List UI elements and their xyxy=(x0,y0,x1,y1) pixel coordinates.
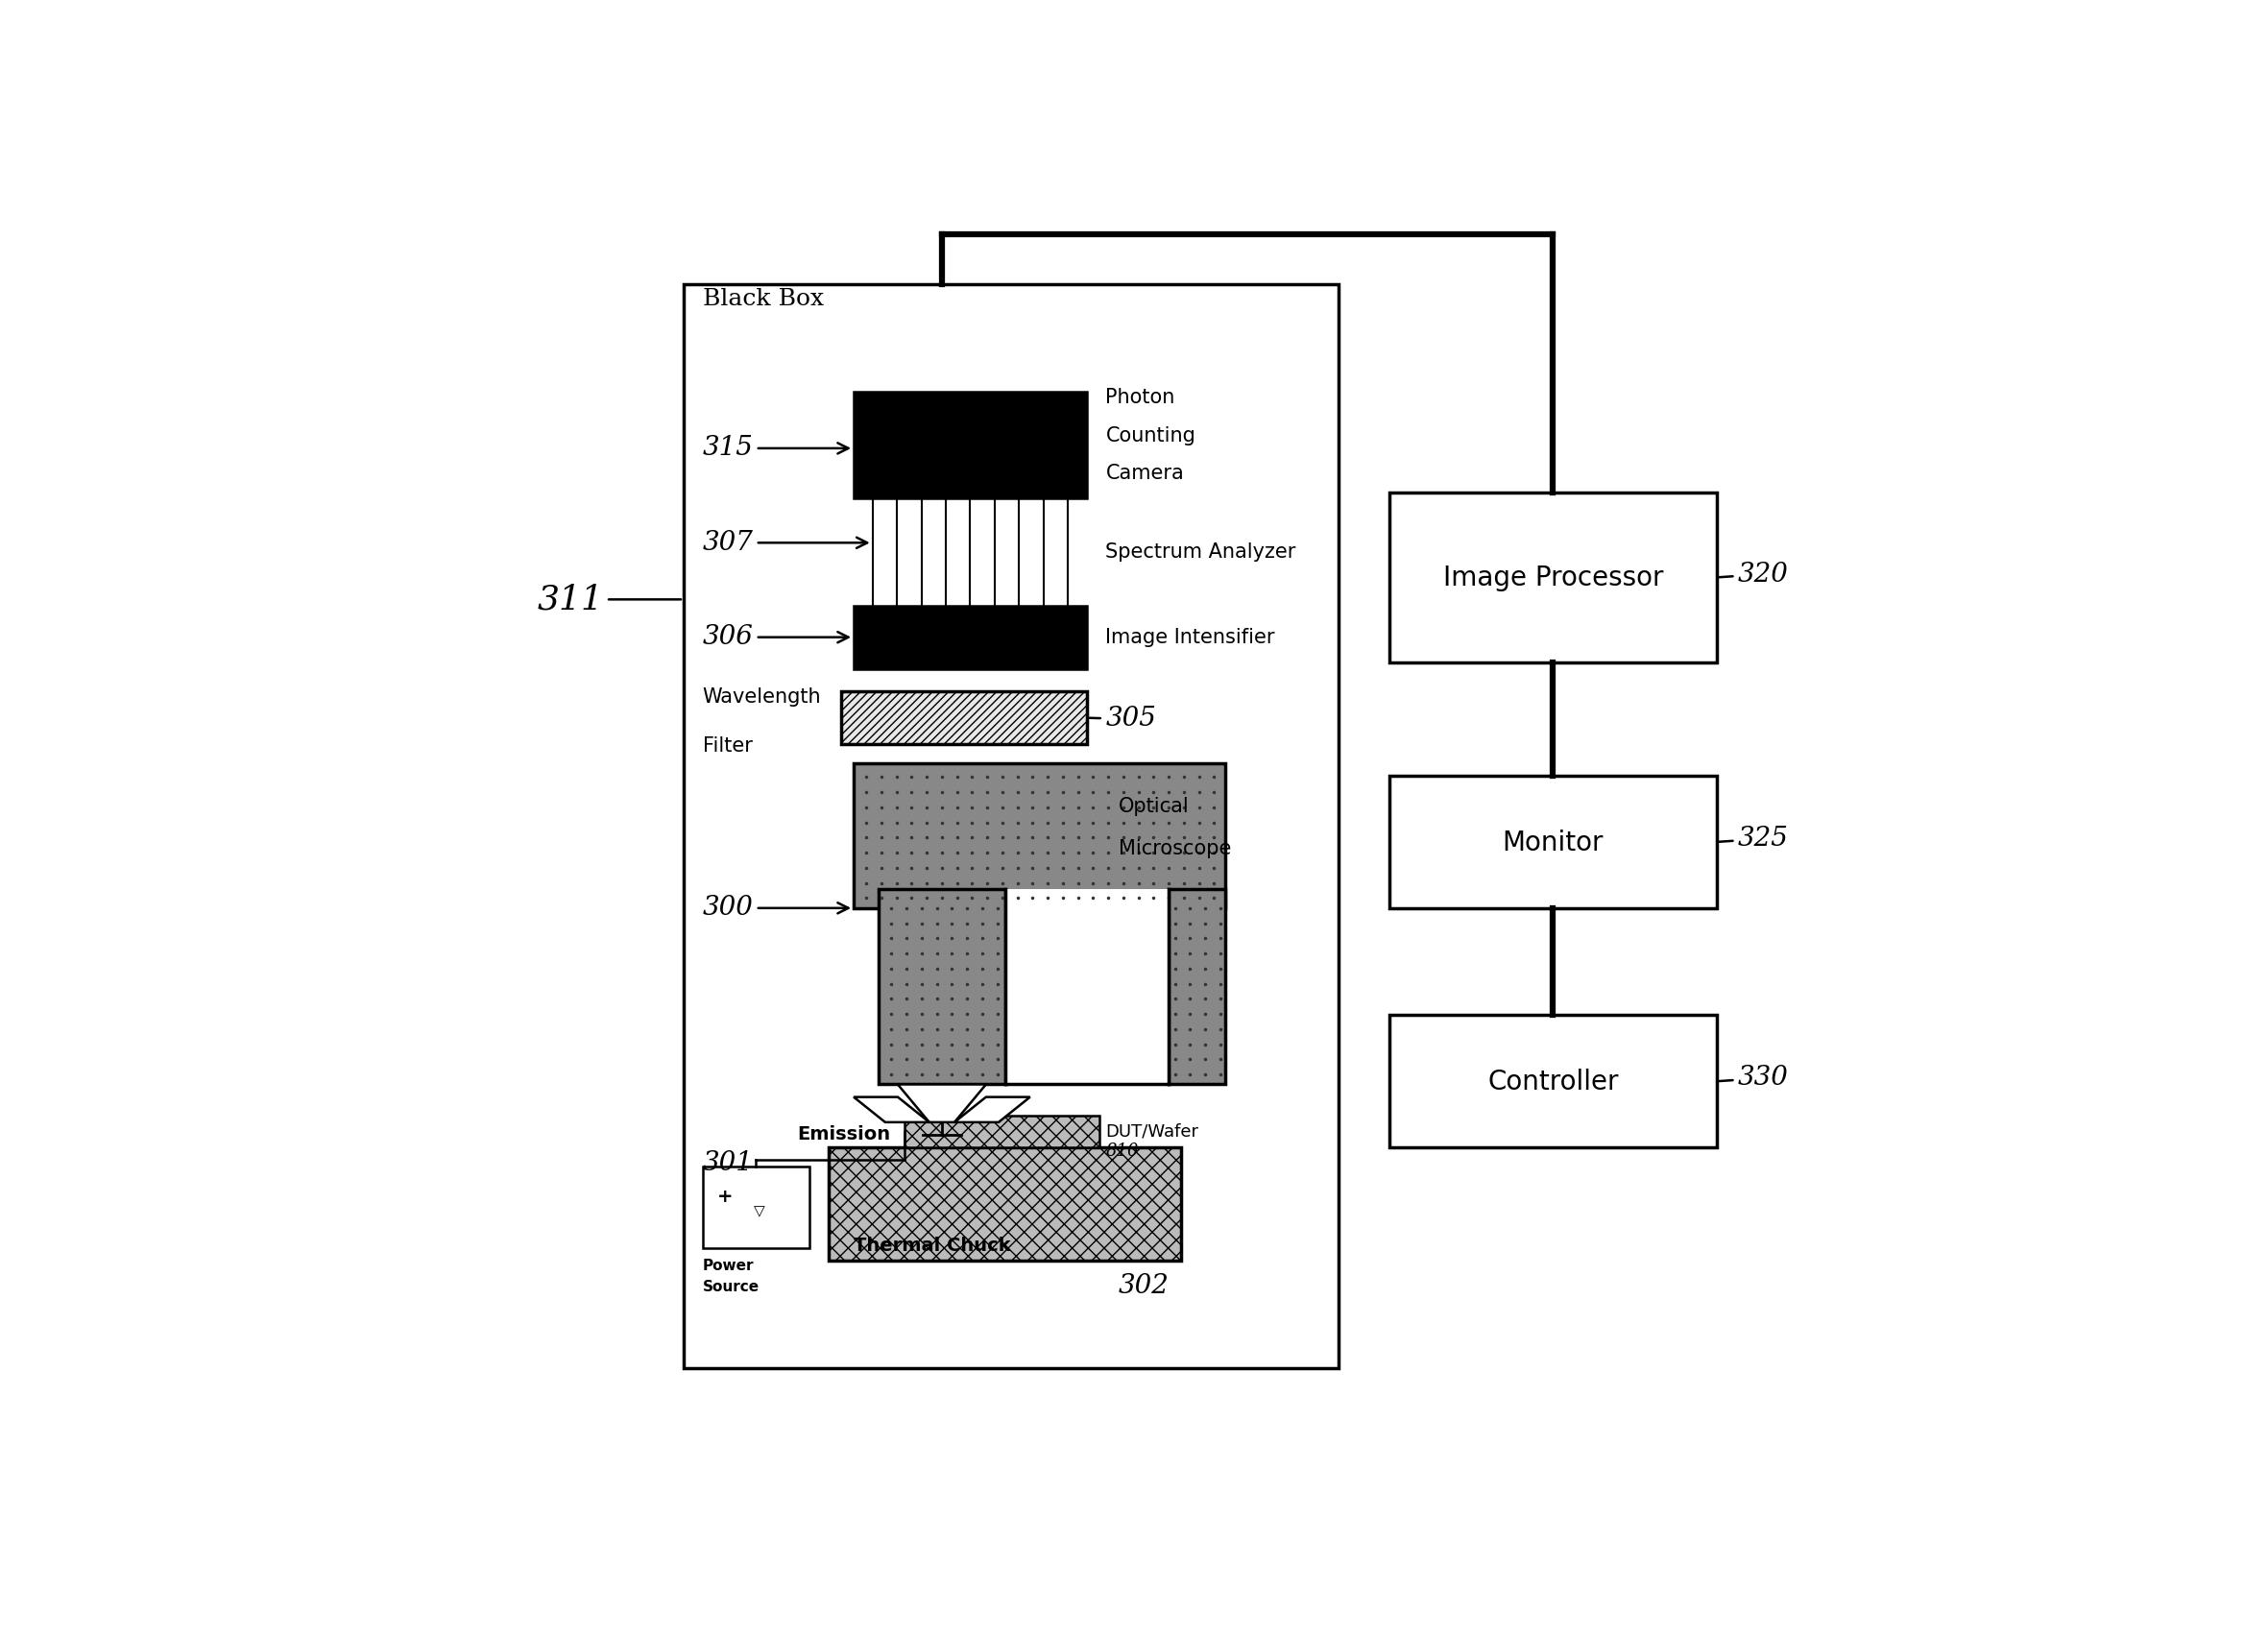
Text: Emission: Emission xyxy=(796,1126,891,1144)
Text: Microscope: Microscope xyxy=(1118,839,1232,857)
Bar xyxy=(1005,890,1168,1085)
Bar xyxy=(853,762,1225,908)
Bar xyxy=(880,890,1005,1085)
Text: 301: 301 xyxy=(703,1150,753,1176)
Bar xyxy=(1168,890,1225,1085)
Bar xyxy=(841,692,1086,744)
Bar xyxy=(1388,775,1717,908)
Text: Filter: Filter xyxy=(703,736,753,756)
Text: 325: 325 xyxy=(1719,826,1789,852)
Bar xyxy=(905,1116,1100,1147)
Polygon shape xyxy=(955,1098,1030,1122)
Text: Black Box: Black Box xyxy=(703,288,823,309)
Text: 300: 300 xyxy=(703,895,848,921)
Polygon shape xyxy=(898,1085,987,1122)
Bar xyxy=(828,1147,1182,1261)
Text: 810: 810 xyxy=(1107,1142,1139,1160)
Text: 305: 305 xyxy=(1089,707,1157,731)
Bar xyxy=(853,391,1086,499)
Text: Photon: Photon xyxy=(1107,388,1175,407)
Text: 306: 306 xyxy=(703,625,848,649)
Text: Thermal Chuck: Thermal Chuck xyxy=(853,1237,1012,1255)
Bar xyxy=(873,499,1068,605)
Text: 311: 311 xyxy=(538,582,680,615)
Polygon shape xyxy=(853,1098,930,1122)
Text: Monitor: Monitor xyxy=(1501,829,1603,856)
Text: Source: Source xyxy=(703,1279,760,1294)
Text: 330: 330 xyxy=(1719,1065,1789,1091)
Bar xyxy=(1388,1014,1717,1147)
Text: Spectrum Analyzer: Spectrum Analyzer xyxy=(1107,543,1295,561)
Text: ▽: ▽ xyxy=(753,1204,764,1219)
Text: Camera: Camera xyxy=(1107,465,1184,483)
Text: Counting: Counting xyxy=(1107,425,1195,445)
Text: Image Processor: Image Processor xyxy=(1442,564,1662,592)
Text: +: + xyxy=(717,1188,733,1206)
Bar xyxy=(703,1166,810,1248)
Bar xyxy=(1388,492,1717,663)
Text: 307: 307 xyxy=(703,530,866,556)
Text: Optical: Optical xyxy=(1118,797,1188,816)
Text: Image Intensifier: Image Intensifier xyxy=(1107,628,1275,646)
Text: DUT/Wafer: DUT/Wafer xyxy=(1107,1122,1200,1140)
Bar xyxy=(683,285,1338,1368)
Text: 302: 302 xyxy=(1118,1273,1168,1299)
Text: Wavelength: Wavelength xyxy=(703,687,821,707)
Text: 315: 315 xyxy=(703,435,848,461)
Text: 320: 320 xyxy=(1719,561,1789,587)
Bar xyxy=(853,605,1086,669)
Text: Controller: Controller xyxy=(1488,1068,1619,1096)
Text: Power: Power xyxy=(703,1258,753,1273)
